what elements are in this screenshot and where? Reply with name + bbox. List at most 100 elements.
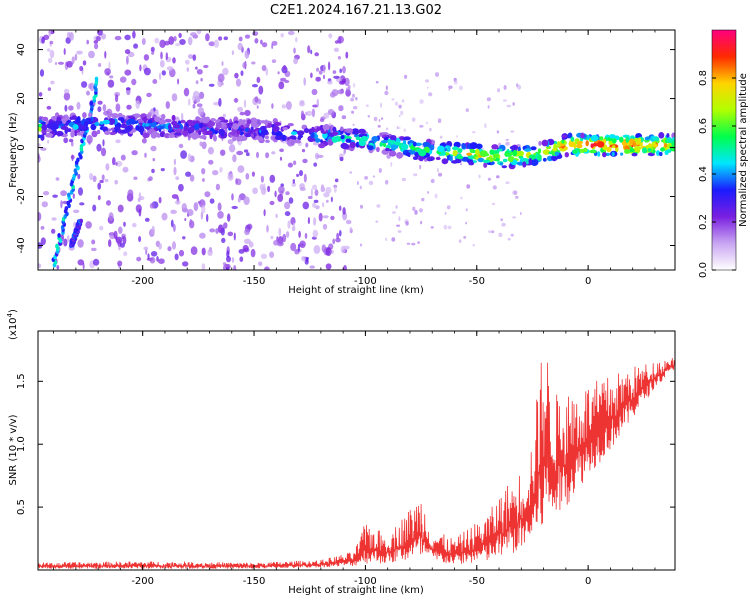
heatmap-cell <box>537 154 542 161</box>
heatmap-cell <box>109 131 116 136</box>
heatmap-cell <box>147 253 150 260</box>
heatmap-cell <box>266 224 269 233</box>
heatmap-cell <box>72 124 79 130</box>
snr-y-multiplier-exp: 4 <box>6 312 14 317</box>
heatmap-cell <box>570 136 575 142</box>
heatmap-cell <box>375 220 379 223</box>
heatmap-cell <box>197 106 205 116</box>
heatmap-cell <box>505 181 510 184</box>
heatmap-cell <box>659 151 663 157</box>
heatmap-cell <box>373 116 378 122</box>
heatmap-cell <box>227 231 234 237</box>
snr-frame <box>37 330 676 571</box>
heatmap-cell <box>97 106 102 113</box>
heatmap-cell <box>215 228 219 234</box>
heatmap-cell <box>321 244 326 253</box>
heatmap-cell <box>40 237 46 246</box>
spectrogram-frame <box>37 29 676 271</box>
heatmap-cell <box>193 90 200 100</box>
heatmap-cell <box>74 53 78 61</box>
heatmap-cell <box>313 134 319 139</box>
heatmap-cell <box>339 156 344 162</box>
heatmap-cell <box>215 183 220 191</box>
heatmap-cell <box>434 193 438 199</box>
heatmap-cell <box>414 209 418 215</box>
heatmap-cell <box>156 125 161 129</box>
heatmap-cell <box>279 156 283 161</box>
heatmap-cell <box>150 251 158 257</box>
heatmap-cell <box>260 125 267 131</box>
heatmap-cell <box>51 217 57 221</box>
heatmap-cell <box>213 39 219 48</box>
heatmap-cell <box>143 246 149 251</box>
heatmap-cell <box>452 146 459 151</box>
heatmap-cell <box>307 195 313 200</box>
heatmap-cell <box>153 107 156 112</box>
heatmap-cell <box>317 154 324 158</box>
heatmap-cell <box>226 122 234 126</box>
heatmap-cell <box>380 140 389 144</box>
heatmap-cell <box>270 235 274 240</box>
heatmap-cell <box>579 148 585 153</box>
figure-title: C2E1.2024.167.21.13.G02 <box>270 3 442 18</box>
heatmap-cell <box>258 261 263 267</box>
heatmap-cell <box>178 183 184 192</box>
heatmap-cell <box>269 200 275 206</box>
heatmap-cell <box>439 135 443 139</box>
heatmap-cell <box>292 179 295 184</box>
heatmap-cell <box>301 148 306 153</box>
heatmap-cell <box>171 120 178 126</box>
heatmap-cell <box>512 159 517 166</box>
heatmap-cell <box>180 119 186 124</box>
heatmap-cell <box>233 232 236 241</box>
heatmap-cell <box>483 162 488 168</box>
heatmap-cell <box>222 67 229 76</box>
heatmap-cell <box>122 166 129 173</box>
heatmap-cell <box>146 92 152 98</box>
heatmap-cell <box>94 43 99 50</box>
heatmap-cell <box>438 172 443 177</box>
heatmap-cell <box>46 105 52 110</box>
heatmap-cell <box>507 237 511 241</box>
heatmap-cell <box>245 173 250 180</box>
heatmap-cell <box>304 232 308 239</box>
heatmap-cell <box>158 243 163 250</box>
heatmap-cell <box>104 50 107 59</box>
heatmap-cell <box>367 145 374 151</box>
heatmap-cell <box>318 212 323 222</box>
heatmap-cell <box>237 42 243 51</box>
heatmap-cell <box>171 114 176 122</box>
heatmap-cell <box>258 85 264 95</box>
heatmap-cell <box>91 239 96 245</box>
heatmap-cell <box>49 40 54 45</box>
heatmap-cell <box>64 104 68 112</box>
heatmap-cell <box>429 144 435 151</box>
heatmap-cell <box>402 136 411 141</box>
heatmap-cell <box>358 140 366 147</box>
heatmap-cell <box>552 147 557 152</box>
colorbar-strip <box>711 29 737 271</box>
heatmap-cell <box>341 115 347 120</box>
heatmap-cell <box>74 129 78 137</box>
heatmap-cell <box>313 162 318 167</box>
heatmap-cell <box>332 126 337 133</box>
heatmap-cell <box>491 202 496 206</box>
heatmap-cell <box>446 205 451 210</box>
heatmap-cell <box>382 142 387 148</box>
heatmap-cell <box>316 98 319 108</box>
heatmap-cell <box>299 240 306 249</box>
snr-y-multiplier-close: ) <box>8 309 19 313</box>
snr-x-ticks: -200 -150 -100 -50 0 <box>53 331 656 587</box>
heatmap-cell <box>378 119 381 122</box>
colorbar-tick-label: 0.2 <box>698 214 709 230</box>
heatmap-cell <box>293 57 298 65</box>
heatmap-cell <box>340 134 345 140</box>
heatmap-cell <box>297 134 304 139</box>
heatmap-cell <box>576 140 584 145</box>
heatmap-cell <box>564 146 568 151</box>
heatmap-cell <box>411 117 416 122</box>
heatmap-cell <box>275 130 283 137</box>
x-tick-label: -150 <box>243 576 266 587</box>
heatmap-cell <box>152 130 158 138</box>
